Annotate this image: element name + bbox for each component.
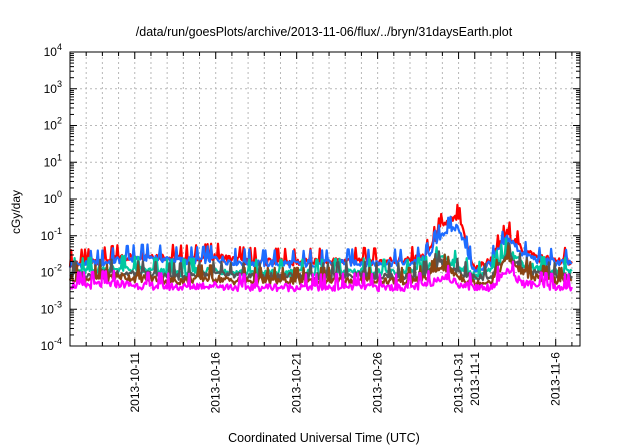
x-tick-label: 2013-10-16 [209, 352, 223, 414]
chart-title: /data/run/goesPlots/archive/2013-11-06/f… [136, 25, 513, 39]
series-line-6 [69, 260, 573, 293]
y-tick-label: 103 [44, 79, 62, 96]
y-tick-label: 101 [44, 152, 62, 169]
y-tick-base: 10 [44, 155, 58, 169]
y-tick-label: 102 [44, 116, 62, 133]
y-tick-exponent: 4 [57, 42, 62, 52]
y-tick-exponent: -1 [54, 226, 62, 236]
x-tick-label: 2013-10-31 [452, 352, 466, 414]
y-tick-base: 10 [44, 119, 58, 133]
x-tick-label: 2013-11-6 [549, 352, 563, 406]
y-tick-base: 10 [44, 192, 58, 206]
series-line-5 [68, 245, 573, 289]
series-group [68, 203, 573, 293]
x-tick-label: 2013-10-21 [290, 352, 304, 414]
y-tick-label: 100 [44, 189, 62, 206]
y-tick-exponent: 0 [57, 189, 62, 199]
y-tick-exponent: 1 [57, 152, 62, 162]
y-tick-exponent: -4 [54, 336, 62, 346]
y-tick-base: 10 [41, 266, 55, 280]
y-tick-exponent: -2 [54, 263, 62, 273]
x-tick-label: 2013-10-26 [371, 352, 385, 414]
y-tick-label: 104 [44, 42, 62, 59]
y-tick-base: 10 [44, 82, 58, 96]
x-axis-ticks: 2013-10-11 2013-10-16 2013-10-21 2013-10-26… [85, 52, 573, 414]
x-axis-label: Coordinated Universal Time (UTC) [228, 431, 420, 445]
y-tick-exponent: 2 [57, 116, 62, 126]
y-tick-exponent: 3 [57, 79, 62, 89]
y-tick-base: 10 [41, 302, 55, 316]
y-tick-base: 10 [41, 339, 55, 353]
grid-lines [70, 52, 580, 346]
y-tick-base: 10 [44, 45, 58, 59]
y-tick-label: 10-2 [41, 263, 62, 280]
y-tick-label: 10-1 [41, 226, 62, 243]
y-axis-label: cGy/day [9, 190, 23, 234]
y-tick-base: 10 [41, 229, 55, 243]
x-tick-label: 2013-10-11 [128, 352, 142, 413]
y-tick-label: 10-4 [41, 336, 62, 353]
y-tick-label: 10-3 [41, 299, 62, 316]
x-tick-label: 2013-11-1 [468, 352, 482, 406]
y-tick-exponent: -3 [54, 299, 62, 309]
